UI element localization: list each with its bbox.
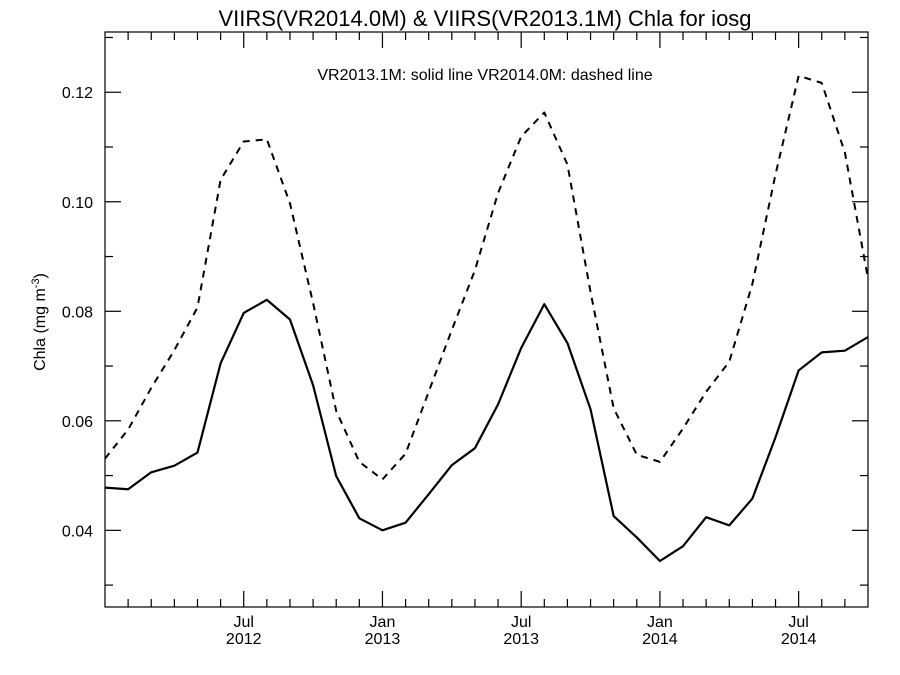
y-axis-label-main: Chla (mg m — [32, 288, 49, 371]
x-tick-year-label: 2012 — [226, 631, 262, 648]
series-style-note: VR2013.1M: solid line VR2014.0M: dashed … — [317, 67, 652, 84]
y-tick-label: 0.04 — [62, 523, 93, 540]
series-line-vr2013-solid — [105, 298, 868, 563]
x-tick-month-label: Jul — [788, 614, 808, 631]
series-line-vr2014-dashed — [105, 74, 868, 481]
x-tick-month-label: Jul — [511, 614, 531, 631]
y-axis-label-superscript: -3 — [30, 278, 42, 288]
x-tick-year-label: 2013 — [365, 631, 401, 648]
y-axis-ticks: 0.04 0.06 0.08 0.10 0.12 — [62, 36, 868, 586]
y-axis-label-end: ) — [32, 273, 49, 278]
y-tick-label: 0.08 — [62, 304, 93, 321]
series-layer — [105, 74, 868, 563]
x-tick-year-label: 2014 — [781, 631, 817, 648]
y-axis-label: Chla (mg m-3) — [30, 273, 49, 371]
x-tick-year-label: 2014 — [642, 631, 678, 648]
y-tick-label: 0.12 — [62, 85, 93, 102]
x-tick-month-label: Jul — [234, 614, 254, 631]
chart-title: VIIRS(VR2014.0M) & VIIRS(VR2013.1M) Chla… — [218, 6, 751, 31]
y-tick-label: 0.10 — [62, 195, 93, 212]
x-tick-month-label: Jan — [647, 614, 673, 631]
x-tick-month-label: Jan — [370, 614, 396, 631]
y-tick-label: 0.06 — [62, 414, 93, 431]
x-tick-year-label: 2013 — [503, 631, 539, 648]
series-clip-group — [105, 74, 868, 563]
plot-frame — [104, 31, 869, 608]
